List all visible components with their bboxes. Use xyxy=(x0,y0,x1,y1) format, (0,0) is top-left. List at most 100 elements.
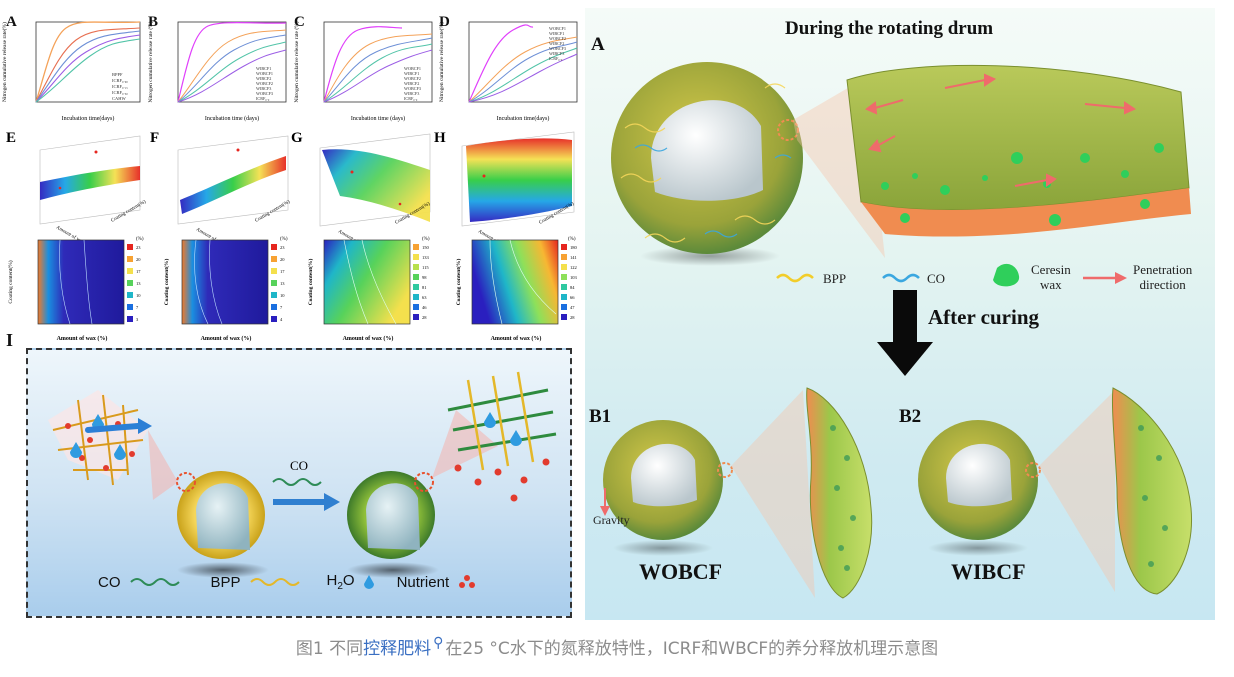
release-plot-a: A Nitrogen cumulative release rate(%) In… xyxy=(0,10,145,128)
legend-d-2: WOBCF2 xyxy=(549,36,566,41)
contour-1-xlabel: Amount of wax (%) xyxy=(57,335,108,342)
contour-2-level-5: 7 xyxy=(280,305,283,310)
co-coating-arrow: CO xyxy=(272,458,340,511)
panel-letter-b1: B1 xyxy=(589,406,612,427)
legend-penetration-text: Penetration direction xyxy=(1133,262,1193,292)
panel-letter-e: E xyxy=(6,130,16,146)
ylabel-c: Nitrogen cumulative release rate (%) xyxy=(293,21,300,102)
contour-map-4: Coating content(%) Amount of wax (%) (%)… xyxy=(455,237,578,342)
legend-co-label: CO xyxy=(98,573,121,591)
legend-d-1: WIBCF1 xyxy=(549,31,564,36)
contour-3-level-3: 98 xyxy=(422,275,427,280)
surface-f: Amount of wax (%) Coating content(%) xyxy=(177,135,292,252)
panel-letter-a: A xyxy=(6,14,17,30)
legend-d-0: WOBCF1 xyxy=(549,26,566,31)
legend-d-3: WIBCF2 xyxy=(549,41,564,46)
bpp-wave-icon xyxy=(249,578,300,586)
release-plot-d: D Nitrogen cumulative release rate(%) In… xyxy=(437,10,582,128)
wibcf-cross-section xyxy=(1111,387,1193,595)
legend-a-1: ICRF₀.₀₀ xyxy=(112,78,128,83)
legend-b-2: WIBCF2 xyxy=(256,76,271,81)
caption-suffix: 在25 °C水下的氮释放特性，ICRF和WBCF的养分释放机理示意图 xyxy=(445,639,939,659)
panel-letter-g: G xyxy=(291,130,303,146)
contour-2-level-2: 17 xyxy=(280,269,285,274)
xlabel-d: Incubation time(days) xyxy=(497,115,550,122)
contour-1-level-6: 3 xyxy=(136,317,139,322)
contour-3-level-1: 133 xyxy=(422,255,430,260)
legend-d-4: WOBCF3 xyxy=(549,46,566,51)
panel-letter-a-right: A xyxy=(591,34,605,55)
wax-drop-icon xyxy=(993,263,1020,287)
release-plot-b: B Nitrogen cumulative release rate (%) I… xyxy=(146,10,291,128)
contour-1-level-0: 23 xyxy=(136,245,141,250)
legend-wax-text: Ceresin wax xyxy=(1031,262,1071,292)
legend-c-1: WIBCF1 xyxy=(404,71,419,76)
legend-a-4: CAHW xyxy=(112,96,127,101)
panel-i-schematic: CO xyxy=(26,348,572,618)
xlabel-c: Incubation time (days) xyxy=(351,115,405,122)
coating-mechanism-illustration xyxy=(600,62,1193,599)
bpp-legend-wave-icon xyxy=(776,273,814,283)
search-icon[interactable]: ⚲ xyxy=(433,635,444,652)
legend-b-5: WOBCF3 xyxy=(256,91,273,96)
contour-3-level-2: 115 xyxy=(422,265,429,270)
release-plot-c: C Nitrogen cumulative release rate (%) I… xyxy=(292,10,437,128)
legend-b-1: WOBCF1 xyxy=(256,71,273,76)
caption-prefix: 图1 不同 xyxy=(295,639,364,659)
contour-2-level-0: 23 xyxy=(280,245,285,250)
contour-1-unit: (%) xyxy=(136,237,144,242)
surface-h: Amount of wax (%) Coating content(%) xyxy=(461,131,575,254)
contour-3-level-4: 81 xyxy=(422,285,427,290)
contour-3-level-5: 63 xyxy=(422,295,427,300)
contour-1-level-4: 10 xyxy=(136,293,141,298)
surface-and-contour-figures: E Amount of wax (%) Coating content(%) F… xyxy=(6,130,578,342)
ylabel-b: Nitrogen cumulative release rate (%) xyxy=(147,21,154,102)
rotating-drum-title: During the rotating drum xyxy=(785,18,994,39)
contour-4-level-3: 103 xyxy=(570,275,578,280)
figure-caption: 图1 不同控释肥料 ⚲ 在25 °C水下的氮释放特性，ICRF和WBCF的养分释放机… xyxy=(0,634,1234,659)
bpp-coated-particle xyxy=(176,471,269,578)
contour-3-xlabel: Amount of wax (%) xyxy=(343,335,394,342)
right-legend xyxy=(776,263,1127,287)
caption-link[interactable]: 控释肥料 xyxy=(363,639,432,659)
legend-c-6: ICRF₀.₀ xyxy=(404,96,418,101)
figure-right-panel: During the rotating drum A xyxy=(585,8,1215,620)
contour-2-level-6: 4 xyxy=(280,317,283,322)
co-legend-wave-icon xyxy=(882,273,920,283)
legend-c-5: WIBCF3 xyxy=(404,91,419,96)
co-wave-icon xyxy=(129,578,180,586)
contour-3-ylabel: Coating content(%) xyxy=(307,259,314,306)
water-drop-icon xyxy=(363,575,374,589)
gravity-label: Gravity xyxy=(593,513,630,527)
panel-i-illustration: CO xyxy=(48,371,557,578)
nutrient-dots-icon xyxy=(459,575,476,588)
panel-i-legend: CO BPP H2O Nutrient xyxy=(98,572,477,592)
legend-b-0: WIBCF1 xyxy=(256,66,271,71)
legend-a-3: ICRF₀.₃₀ xyxy=(112,90,128,95)
legend-nutrient-label: Nutrient xyxy=(396,573,450,591)
contour-1-ylabel: Coating content(%) xyxy=(7,260,14,303)
panel-letter-i: I xyxy=(6,330,14,350)
surface-f-axis-b: Coating content(%) xyxy=(255,200,292,224)
surface-e: Amount of wax (%) Coating content(%) xyxy=(39,135,148,250)
figure-left-panel: A Nitrogen cumulative release rate(%) In… xyxy=(0,0,582,345)
panel-letter-b: B xyxy=(148,14,159,30)
bpp-mesh-zoom-left xyxy=(48,390,152,486)
legend-b-4: WIBCF3 xyxy=(256,86,271,91)
drum-particle xyxy=(611,62,803,266)
contour-2-xlabel: Amount of wax (%) xyxy=(201,335,252,342)
surface-e-axis-b: Coating content(%) xyxy=(111,200,148,224)
wibcf-particle xyxy=(918,420,1041,556)
contour-1-level-5: 7 xyxy=(136,305,139,310)
contour-3-unit: (%) xyxy=(422,237,430,242)
xlabel-b: Incubation time (days) xyxy=(205,115,259,122)
contour-3-level-7: 28 xyxy=(422,315,427,320)
legend-co-text: CO xyxy=(927,271,946,286)
after-curing-label: After curing xyxy=(928,305,1039,329)
contour-4-level-5: 66 xyxy=(570,295,575,300)
co-coated-particle xyxy=(347,471,439,578)
contour-2-level-1: 20 xyxy=(280,257,285,262)
contour-4-level-0: 180 xyxy=(570,245,578,250)
release-chart-b: Nitrogen cumulative release rate (%) Inc… xyxy=(147,21,287,122)
ylabel-d: Nitrogen cumulative release rate(%) xyxy=(438,22,445,102)
